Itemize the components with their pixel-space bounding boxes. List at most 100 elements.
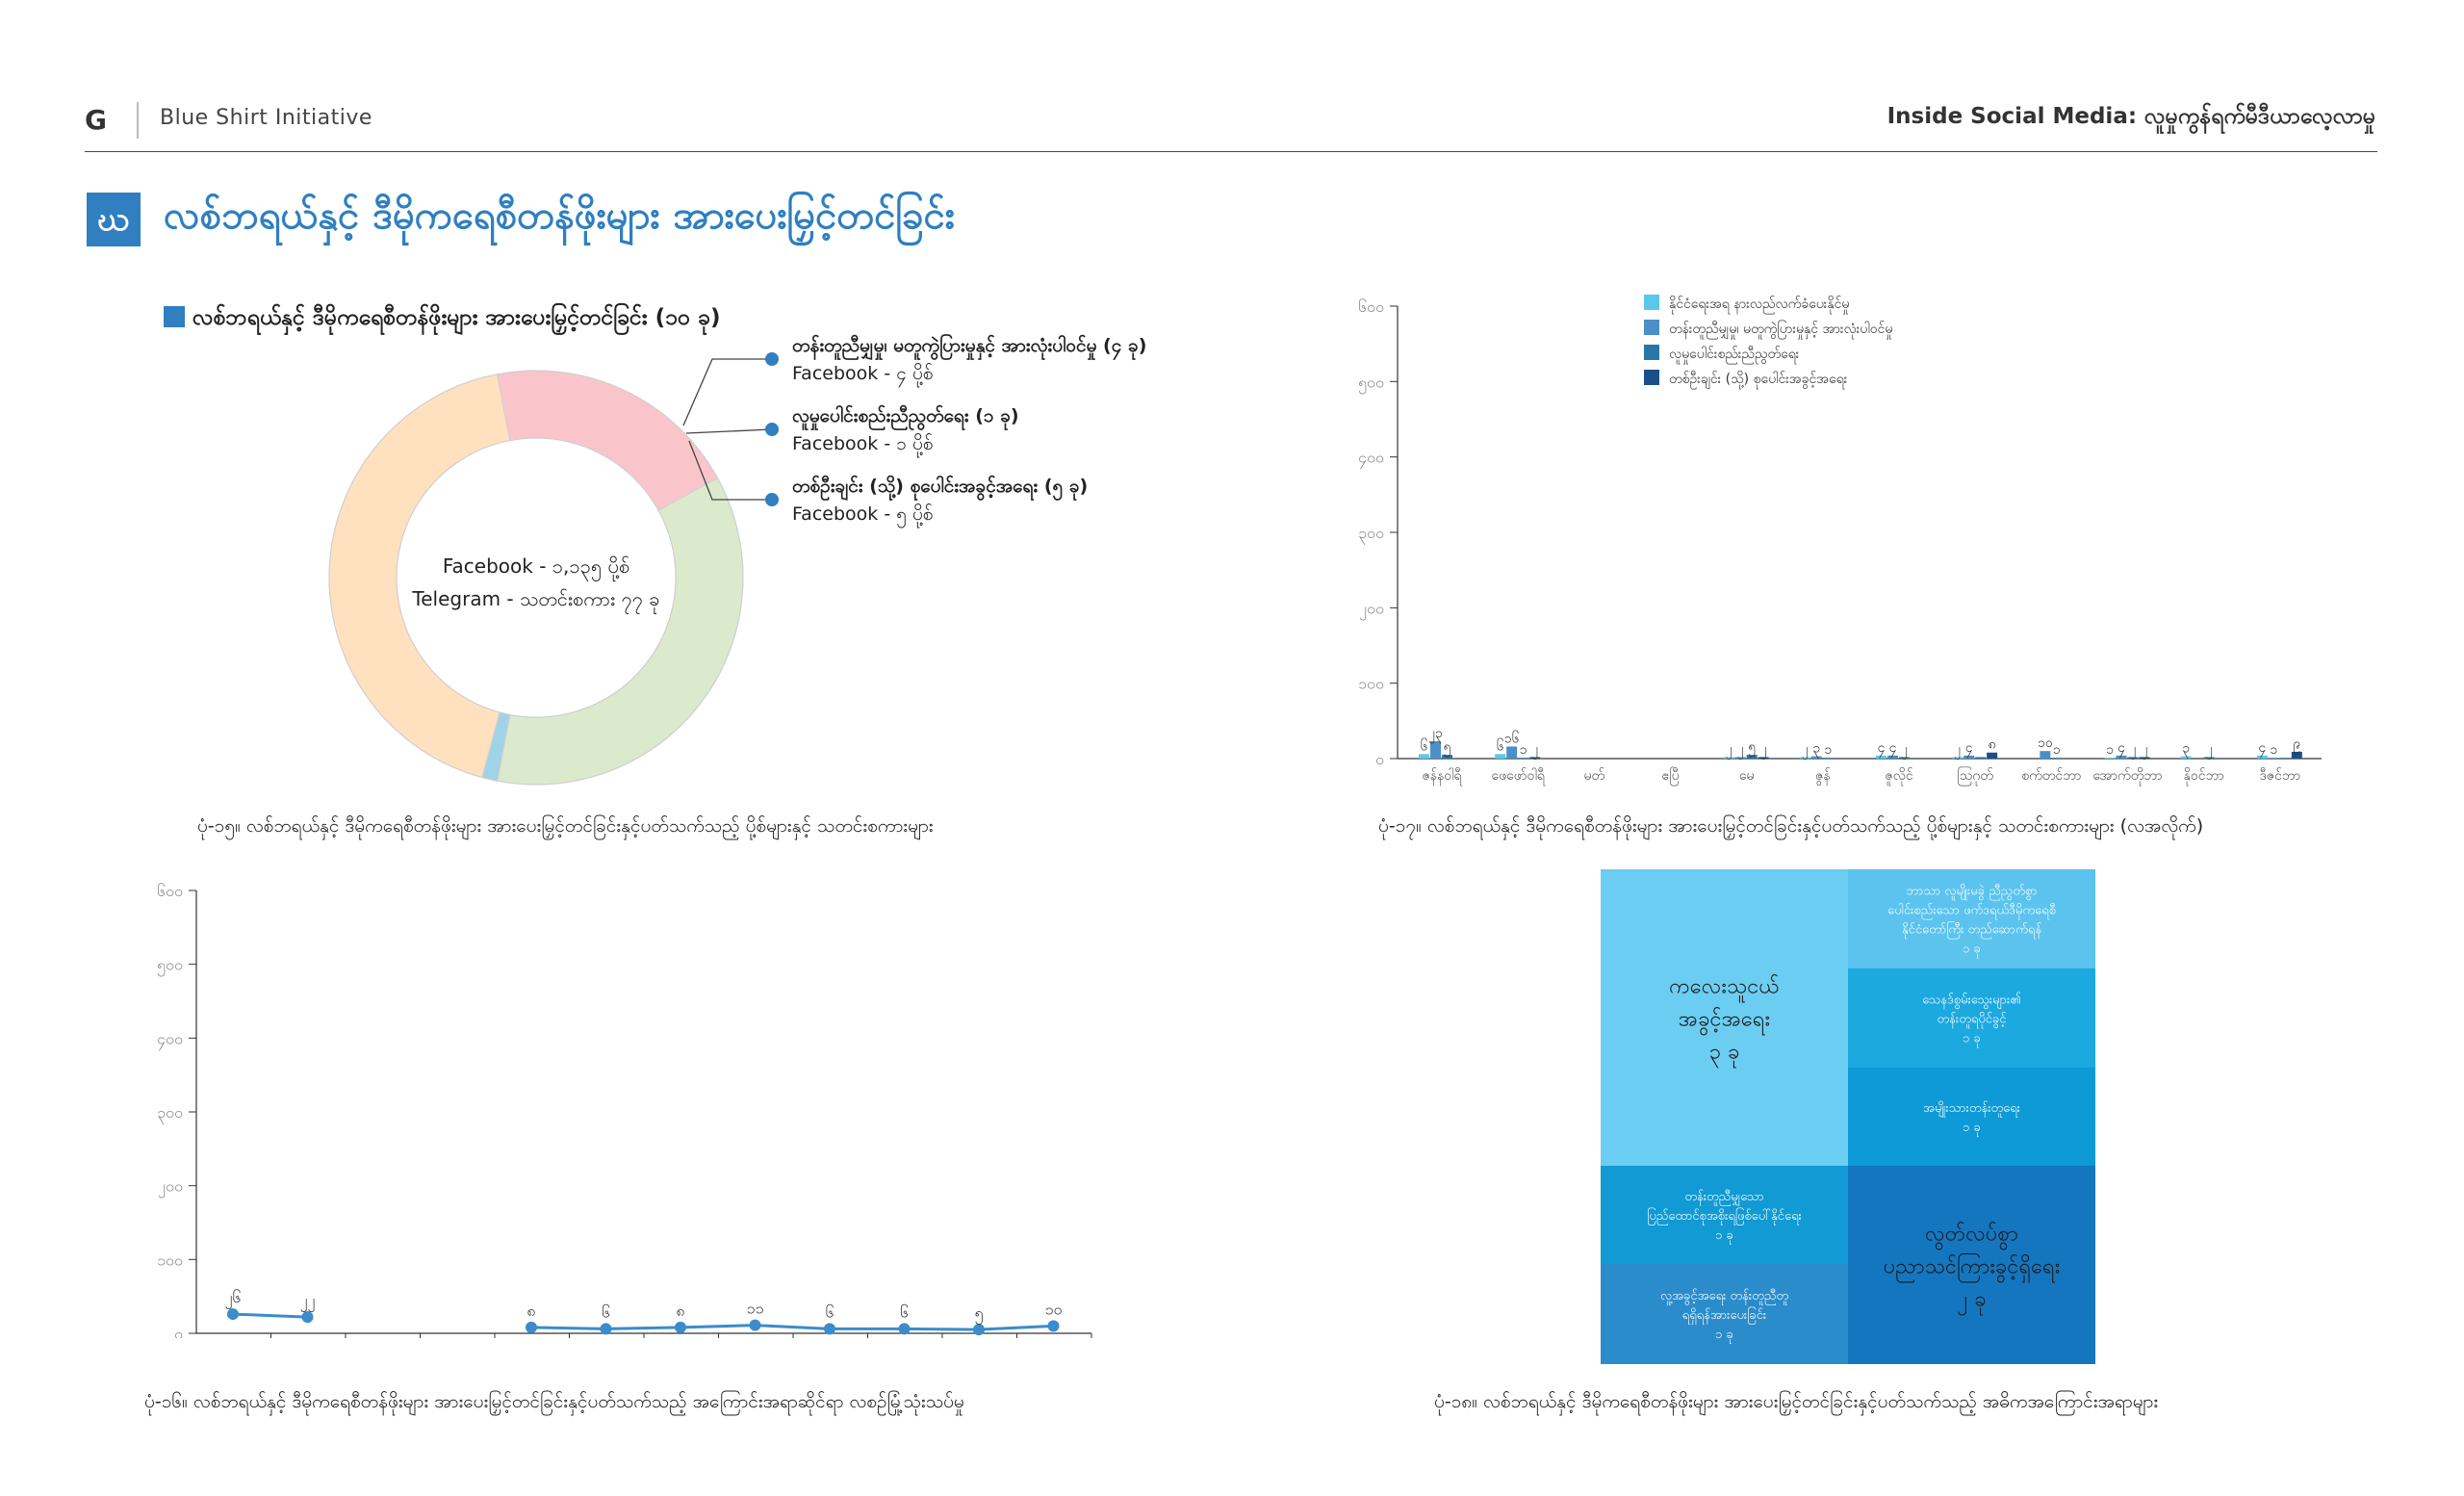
bar-data-label: ၃ bbox=[1812, 741, 1820, 759]
treemap-label: တန်းတူရပိုင်ခွင့် bbox=[1938, 1012, 2008, 1029]
y-tick-label: ၂၀၀ bbox=[1359, 599, 1384, 620]
bar bbox=[2256, 755, 2268, 759]
treemap-label: ပြည်ထောင်စုအစိုးရဖြစ်ပေါ်နိုင်ရေး bbox=[1647, 1207, 1802, 1225]
treemap-label: လူ့အခွင့်အရေး တန်းတူညီတူ bbox=[1660, 1288, 1788, 1305]
x-tick-label: ဖေဖော်ဝါရီ bbox=[1492, 768, 1546, 786]
data-point bbox=[526, 1321, 537, 1333]
annotation-title: တန်းတူညီမျှမှု၊ မတူကွဲပြားမှုနှင့် အားလု… bbox=[792, 332, 1146, 361]
treemap-value-label: ၁ ခု bbox=[1963, 1032, 1981, 1048]
treemap-label: လွတ်လပ်စွာ bbox=[1925, 1222, 2018, 1251]
point-label: ၆ bbox=[826, 1303, 834, 1321]
point-label: ၂၆ bbox=[225, 1288, 242, 1309]
organization-name: Blue Shirt Initiative bbox=[160, 106, 372, 130]
point-label: ၈ bbox=[526, 1302, 535, 1320]
bar bbox=[1518, 758, 1529, 759]
donut-title: လစ်ဘရယ်နှင့် ဒီမိုကရေစီတန်ဖိုးများ အားပေ… bbox=[192, 303, 720, 335]
bar bbox=[1442, 755, 1452, 759]
center-text-facebook: Facebook - ၁,၁၃၅ ပို့စ် bbox=[443, 555, 629, 581]
treemap-value-label: ၁ ခု bbox=[1963, 942, 1981, 959]
legend-label: လူမှုပေါင်းစည်းညီညွတ်ရေး bbox=[1669, 347, 1800, 364]
center-text-telegram: Telegram - သတင်းစကား ၇၇ ခု bbox=[411, 587, 659, 614]
treemap-value-label: ၂ ခု bbox=[1957, 1288, 1986, 1316]
x-tick-label: ဩဂုတ် bbox=[1957, 767, 1993, 786]
bar-data-label: ၁ bbox=[1824, 742, 1832, 758]
legend-swatch bbox=[1644, 370, 1659, 385]
bar-data-label: ၄ bbox=[2258, 740, 2266, 758]
data-point bbox=[749, 1319, 761, 1331]
bar bbox=[1899, 757, 1910, 759]
section-title: လစ်ဘရယ်နှင့် ဒီမိုကရေစီတန်ဖိုးများ အားပေ… bbox=[164, 193, 955, 238]
bar-data-label: ၁ bbox=[1520, 742, 1527, 758]
bar bbox=[1495, 754, 1506, 759]
treemap-label: ပညာသင်ကြားခွင့်ရှိရေး bbox=[1884, 1253, 2061, 1284]
bar bbox=[1987, 752, 1998, 759]
y-tick-label: ၃၀၀ bbox=[1358, 524, 1384, 545]
treemap-chart: ကလေးသူငယ်အခွင့်အရေး၃ ခု ဘာသာ လူမျိုးမခွဲ … bbox=[1601, 869, 2095, 1364]
data-point bbox=[675, 1321, 686, 1333]
y-tick-label: ၃၀၀ bbox=[157, 1103, 183, 1124]
bar bbox=[2279, 758, 2291, 759]
y-tick-label: ၆၀၀ bbox=[1358, 297, 1384, 316]
legend-label: တန်းတူညီမျှမှု၊ မတူကွဲပြားမှုနှင့် အားလု… bbox=[1669, 321, 1892, 339]
header-divider bbox=[137, 102, 139, 139]
bar-data-label: ၂ bbox=[1760, 741, 1767, 759]
donut-chart: လစ်ဘရယ်နှင့် ဒီမိုကရေစီတန်ဖိုးများ အားပေ… bbox=[164, 303, 1146, 786]
bar bbox=[2104, 758, 2116, 759]
bar bbox=[1734, 757, 1746, 759]
bar bbox=[1506, 746, 1518, 759]
data-point bbox=[898, 1323, 911, 1335]
bar-data-label: ၂ bbox=[1737, 741, 1744, 759]
bar bbox=[2139, 757, 2150, 759]
x-tick-label: ဒီဇင်ဘာ bbox=[2260, 768, 2301, 784]
x-tick-label: မေ bbox=[1739, 768, 1755, 784]
series-line bbox=[232, 1312, 308, 1319]
y-tick-label: ၁၀၀ bbox=[1358, 675, 1384, 693]
annotation-sub: Facebook - ၄ ပို့စ် bbox=[792, 362, 933, 388]
x-tick-label: နိုဝင်ဘာ bbox=[2184, 768, 2224, 786]
section-badge: ဃ bbox=[87, 193, 141, 246]
bar-data-label: ၄ bbox=[1889, 740, 1897, 758]
point-label: ၆ bbox=[602, 1303, 610, 1321]
y-tick-label: ၂၀၀ bbox=[158, 1177, 183, 1199]
bar bbox=[1887, 755, 1898, 759]
bar-data-label: ၄ bbox=[1965, 740, 1973, 758]
treemap-cell-equal-ownership bbox=[1848, 968, 2095, 1068]
treemap-cell-equal-government bbox=[1601, 1166, 1848, 1264]
treemap-cell-human-rights bbox=[1601, 1264, 1848, 1364]
x-tick-label: အောက်တိုဘာ bbox=[2092, 768, 2162, 786]
annotation-sub: Facebook - ၁ ပို့စ် bbox=[792, 432, 933, 458]
bar bbox=[1964, 755, 1975, 759]
bar-data-label: ၅ bbox=[1444, 739, 1451, 757]
bar bbox=[1419, 754, 1429, 759]
bar bbox=[2203, 757, 2215, 759]
bar bbox=[1975, 757, 1987, 759]
treemap-label: သေနဒ်စွမ်းသွေးများ၏ bbox=[1922, 993, 2021, 1010]
bar-data-label: ၉ bbox=[2293, 736, 2300, 754]
point-label: ၆ bbox=[900, 1303, 909, 1321]
data-point bbox=[824, 1323, 835, 1335]
bar bbox=[1876, 755, 1886, 759]
bar bbox=[1758, 757, 1769, 759]
y-tick-label: ၆၀၀ bbox=[157, 882, 183, 900]
caption-figure-16: ပုံ-၁၆။ လစ်ဘရယ်နှင့် ဒီမိုကရေစီတန်ဖိုးမျ… bbox=[144, 1391, 964, 1412]
slice-equality bbox=[497, 370, 719, 511]
bar bbox=[2116, 755, 2127, 759]
caption-figure-17: ပုံ-၁၇။ လစ်ဘရယ်နှင့် ဒီမိုကရေစီတန်ဖိုးမျ… bbox=[1378, 815, 2204, 837]
annotation-dot bbox=[765, 423, 779, 436]
bar-data-label: ၅ bbox=[1748, 739, 1756, 757]
annotation-dot bbox=[765, 352, 779, 366]
legend-label: နိုင်ငံရေးအရ နားလည်လက်ခံပေးနိုင်မှု bbox=[1669, 297, 1849, 314]
x-tick-label: စက်တင်ဘာ bbox=[2021, 768, 2081, 784]
treemap-value-label: ၃ ခု bbox=[1709, 1041, 1740, 1069]
treemap-cell-education-freedom bbox=[1848, 1166, 2095, 1364]
y-tick-label: ၁၀၀ bbox=[157, 1251, 183, 1269]
point-label: ၁၀ bbox=[1045, 1300, 1063, 1318]
y-tick-label: ၀ bbox=[1375, 750, 1384, 768]
bar-data-label: ၆ bbox=[1421, 738, 1428, 754]
x-tick-label: မတ် bbox=[1584, 768, 1605, 784]
treemap-label: အမျိုးသားတန်းတူရေး bbox=[1923, 1100, 2020, 1118]
bar-data-label: ၂ bbox=[1954, 741, 1961, 759]
y-tick-label: ၄၀၀ bbox=[157, 1029, 183, 1050]
treemap-label: နိုင်ငံတော်ကြီး တည်ဆောက်ရန် bbox=[1902, 921, 2042, 940]
treemap-label: ပေါင်းစည်းသော ဖက်ဒရယ်ဒီမိုကရေစီ bbox=[1887, 903, 2056, 920]
